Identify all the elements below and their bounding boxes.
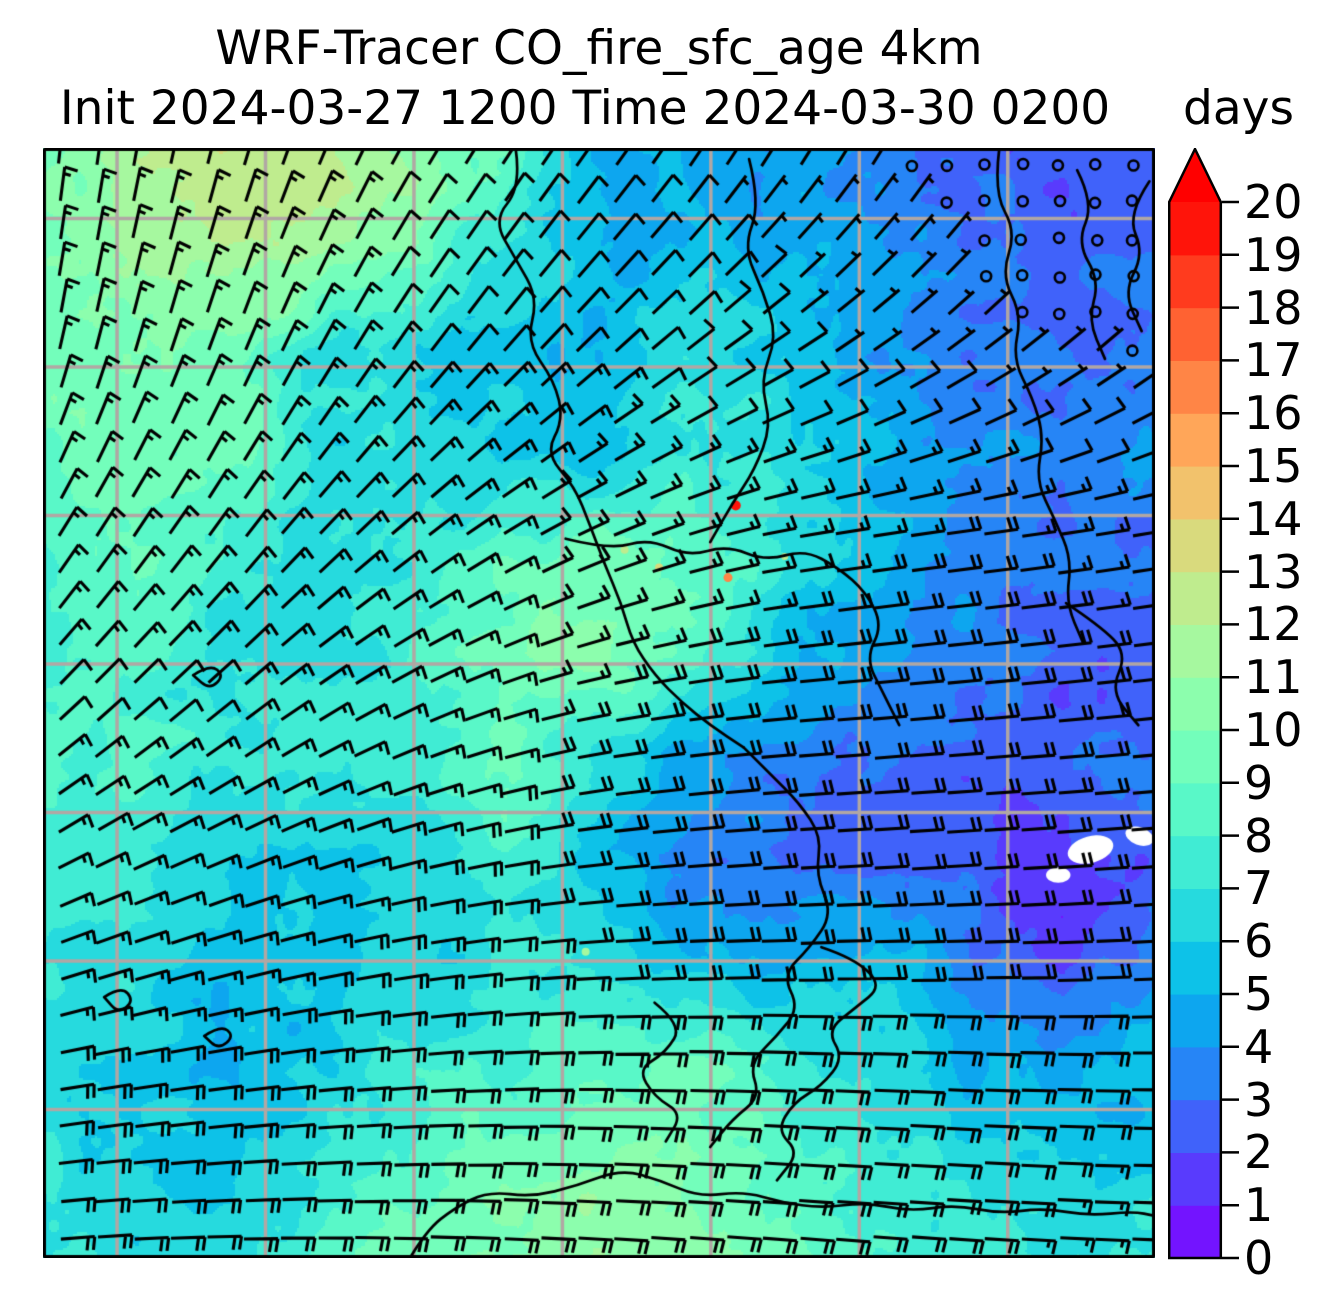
colorbar-band <box>1168 888 1222 942</box>
colorbar-tick-label: 18 <box>1244 280 1303 335</box>
colorbar-band <box>1168 254 1222 309</box>
colorbar-tick-label: 11 <box>1244 650 1303 705</box>
colorbar-tick-label: 0 <box>1244 1231 1274 1285</box>
colorbar-tick-label: 5 <box>1244 967 1274 1021</box>
colorbar-tick-label: 7 <box>1244 861 1274 916</box>
colorbar-band <box>1168 835 1222 889</box>
colorbar-tick-label: 2 <box>1244 1125 1274 1180</box>
plot-subtitle: Init 2024-03-27 1200 Time 2024-03-30 020… <box>59 81 1111 136</box>
colorbar-band <box>1168 941 1222 995</box>
colorbar-band <box>1168 677 1222 731</box>
colorbar <box>1168 148 1239 1260</box>
colorbar-tick-label: 12 <box>1244 597 1303 652</box>
colorbar-tick-label: 1 <box>1244 1178 1274 1233</box>
colorbar-band <box>1168 1046 1222 1101</box>
colorbar-tick-label: 10 <box>1244 703 1303 757</box>
colorbar-tick-label: 19 <box>1244 227 1303 282</box>
colorbar-band <box>1168 994 1222 1048</box>
colorbar-tick-label: 17 <box>1244 333 1303 388</box>
colorbar-band <box>1168 1205 1222 1259</box>
colorbar-tick-label: 13 <box>1244 544 1303 599</box>
colorbar-band <box>1168 571 1222 625</box>
colorbar-tick-label: 15 <box>1244 439 1303 493</box>
colorbar-band <box>1168 624 1222 678</box>
colorbar-band <box>1168 413 1222 467</box>
colorbar-units-label: days <box>1183 81 1294 136</box>
colorbar-band <box>1168 466 1222 520</box>
colorbar-tick-label: 8 <box>1244 808 1274 863</box>
colorbar-band <box>1168 782 1222 837</box>
colorbar-band <box>1168 307 1222 361</box>
colorbar-band <box>1168 1152 1222 1206</box>
plot-title: WRF-Tracer CO_fire_sfc_age 4km <box>215 21 983 76</box>
colorbar-tick-label: 20 <box>1244 175 1303 229</box>
colorbar-band <box>1168 518 1222 573</box>
colorbar-band <box>1168 1099 1222 1153</box>
colorbar-extend-arrow <box>1168 149 1222 202</box>
colorbar-tick-label: 14 <box>1244 491 1303 546</box>
colorbar-tick-label: 4 <box>1244 1019 1274 1074</box>
colorbar-tick-labels: 0 1 2 3 4 5 6 7 8 9 10 11 12 13 14 15 16 17 18 19 20 <box>1244 148 1334 1285</box>
colorbar-band <box>1168 202 1222 256</box>
colorbar-band <box>1168 360 1222 414</box>
map-canvas <box>43 148 1155 1258</box>
colorbar-band <box>1168 730 1222 784</box>
colorbar-tick-label: 6 <box>1244 914 1274 969</box>
colorbar-tick-label: 9 <box>1244 755 1274 810</box>
colorbar-outline <box>1168 148 1223 1260</box>
colorbar-tick-label: 3 <box>1244 1072 1274 1127</box>
colorbar-tick-label: 16 <box>1244 386 1303 441</box>
